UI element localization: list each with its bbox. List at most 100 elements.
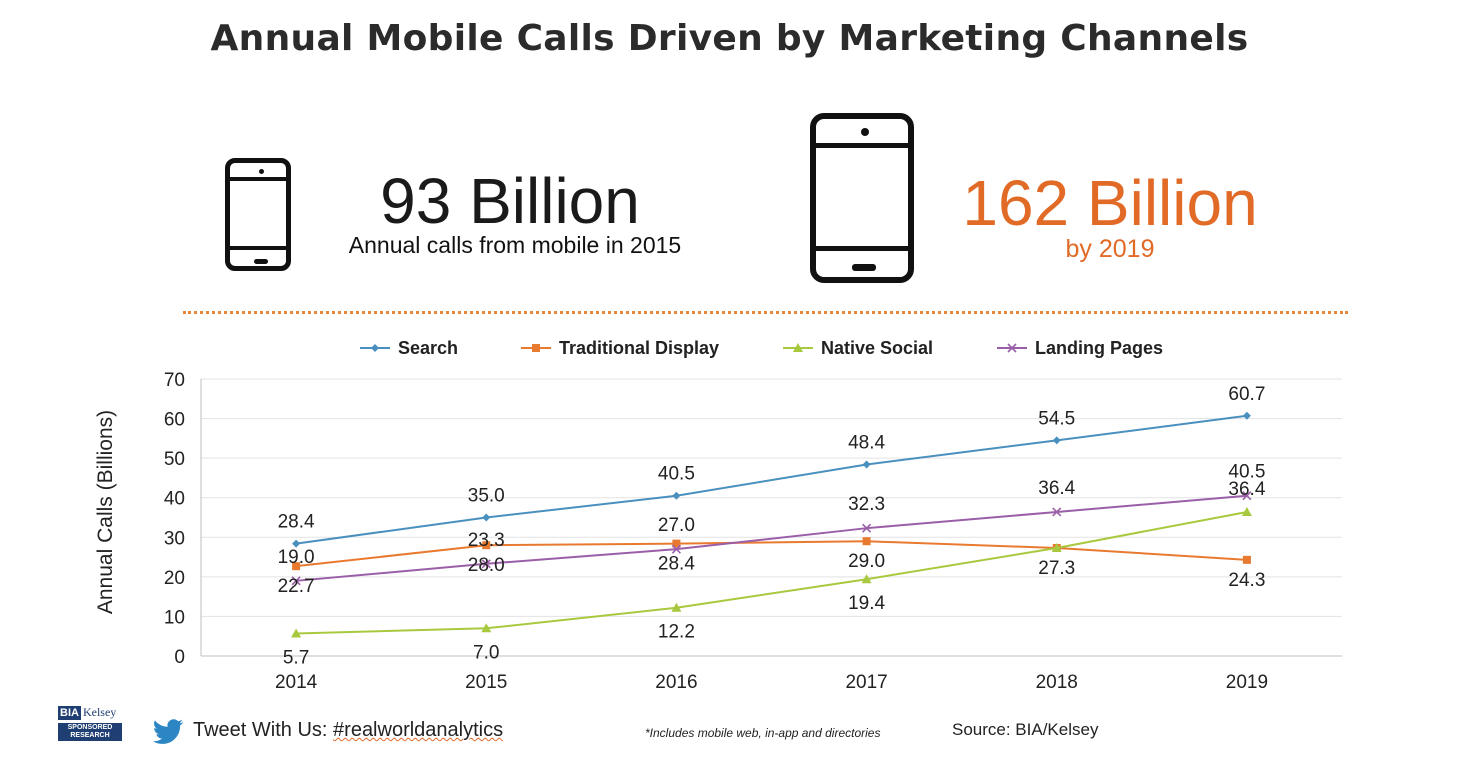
dotted-divider	[183, 311, 1348, 314]
footnote: *Includes mobile web, in-app and directo…	[645, 726, 881, 740]
point-marker	[862, 523, 872, 533]
chart-grid	[201, 378, 1342, 617]
twitter-bird-icon	[152, 719, 184, 744]
data-label: 5.7	[283, 647, 309, 668]
legend-label: Landing Pages	[1035, 338, 1163, 358]
point-marker	[1007, 343, 1017, 353]
data-label: 29.0	[848, 551, 885, 572]
y-tick-label: 10	[164, 607, 185, 628]
point-marker	[793, 343, 803, 352]
data-label: 28.4	[278, 512, 315, 533]
chart-series	[291, 411, 1252, 638]
data-label: 36.4	[1228, 479, 1265, 500]
point-marker	[672, 491, 681, 500]
data-label: 40.5	[1228, 462, 1265, 483]
chart-axes: 0 10 20 30 40 50 60 70 2014 2015 2016 2017 2018 2019	[164, 370, 1342, 693]
point-marker	[292, 562, 301, 571]
point-marker	[291, 628, 302, 638]
series-native-social	[291, 506, 1252, 638]
legend-label: Native Social	[821, 338, 933, 358]
large-phone-icon	[810, 113, 914, 283]
series-line	[295, 540, 1247, 568]
logo-kelsey-text: Kelsey	[82, 705, 117, 719]
data-label: 54.5	[1038, 408, 1075, 429]
series-line	[295, 494, 1248, 582]
point-marker	[862, 537, 871, 546]
y-axis-label: Annual Calls (Billions)	[94, 410, 117, 614]
data-label: 24.3	[1228, 570, 1265, 591]
y-tick-label: 70	[164, 370, 185, 391]
point-marker	[481, 623, 492, 633]
series-traditional-display	[292, 537, 1251, 571]
data-label: 35.0	[468, 486, 505, 507]
x-tick-label: 2015	[465, 672, 507, 693]
series-line	[296, 510, 1248, 635]
point-marker	[671, 602, 682, 612]
data-label: 7.0	[473, 642, 499, 663]
forecast-calls-caption: by 2019	[1065, 235, 1155, 263]
point-marker	[671, 544, 681, 554]
point-marker	[482, 513, 491, 522]
series-search	[292, 411, 1251, 548]
tweet-with-us: Tweet With Us: #realworldanalytics	[193, 719, 503, 742]
y-tick-label: 20	[164, 568, 185, 589]
point-marker	[1051, 542, 1062, 552]
data-label: 32.3	[848, 494, 885, 515]
point-marker	[672, 539, 681, 548]
point-marker	[292, 539, 301, 548]
chart-title: Annual Mobile Calls Driven by Marketing …	[210, 18, 1249, 59]
bia-kelsey-logo: BIA Kelsey SPONSORED RESEARCH	[58, 705, 122, 741]
point-marker	[481, 559, 491, 569]
small-phone-icon	[225, 158, 291, 271]
point-marker	[1242, 411, 1251, 420]
current-calls-value: 93 Billion	[380, 165, 640, 237]
data-label: 19.4	[848, 593, 885, 614]
data-label: 27.3	[1038, 558, 1075, 579]
x-tick-label: 2017	[845, 672, 887, 693]
data-label: 40.5	[658, 464, 695, 485]
x-tick-label: 2014	[275, 672, 318, 693]
x-tick-label: 2018	[1036, 672, 1078, 693]
point-marker	[1242, 555, 1251, 564]
data-label: 22.7	[278, 576, 315, 597]
data-label: 23.3	[468, 530, 505, 551]
point-marker	[1242, 491, 1252, 501]
point-marker	[862, 460, 871, 469]
y-tick-label: 0	[174, 647, 185, 668]
series-landing-pages	[291, 491, 1252, 586]
forecast-calls-value: 162 Billion	[962, 167, 1258, 239]
current-calls-caption: Annual calls from mobile in 2015	[348, 232, 682, 258]
point-marker	[532, 344, 540, 352]
legend-entry: Native Social	[783, 338, 933, 358]
y-tick-label: 40	[164, 489, 185, 510]
data-label: 19.0	[278, 547, 315, 568]
y-tick-label: 30	[164, 528, 185, 549]
x-tick-label: 2016	[655, 672, 697, 693]
legend-entry: Search	[360, 338, 458, 358]
point-marker	[482, 541, 491, 550]
logo-sponsored-text: SPONSORED RESEARCH	[58, 723, 122, 741]
tweet-prefix: Tweet With Us:	[193, 719, 334, 741]
source-credit: Source: BIA/Kelsey	[952, 720, 1099, 739]
legend-entry: Landing Pages	[997, 338, 1163, 358]
data-label: 36.4	[1038, 478, 1075, 499]
point-marker	[1052, 436, 1061, 445]
data-label: 60.7	[1228, 384, 1265, 405]
chart-data-labels: 28.4 35.0 40.5 48.4 54.5 60.7 22.7 28.0 28.4 29.0…	[278, 384, 1266, 669]
legend-label: Search	[398, 338, 458, 358]
data-label: 12.2	[658, 622, 695, 643]
legend-label: Traditional Display	[559, 338, 719, 358]
data-label: 27.0	[658, 515, 695, 536]
point-marker	[371, 344, 379, 352]
series-line	[295, 414, 1248, 545]
x-tick-label: 2019	[1226, 672, 1268, 693]
tweet-hashtag-link[interactable]: #realworldanalytics	[333, 719, 504, 741]
data-label: 48.4	[848, 432, 885, 453]
y-tick-label: 50	[164, 449, 185, 470]
point-marker	[1241, 506, 1252, 516]
point-marker	[1052, 507, 1062, 517]
data-label: 28.4	[658, 554, 695, 575]
data-label: 28.0	[468, 555, 505, 576]
point-marker	[861, 574, 872, 584]
